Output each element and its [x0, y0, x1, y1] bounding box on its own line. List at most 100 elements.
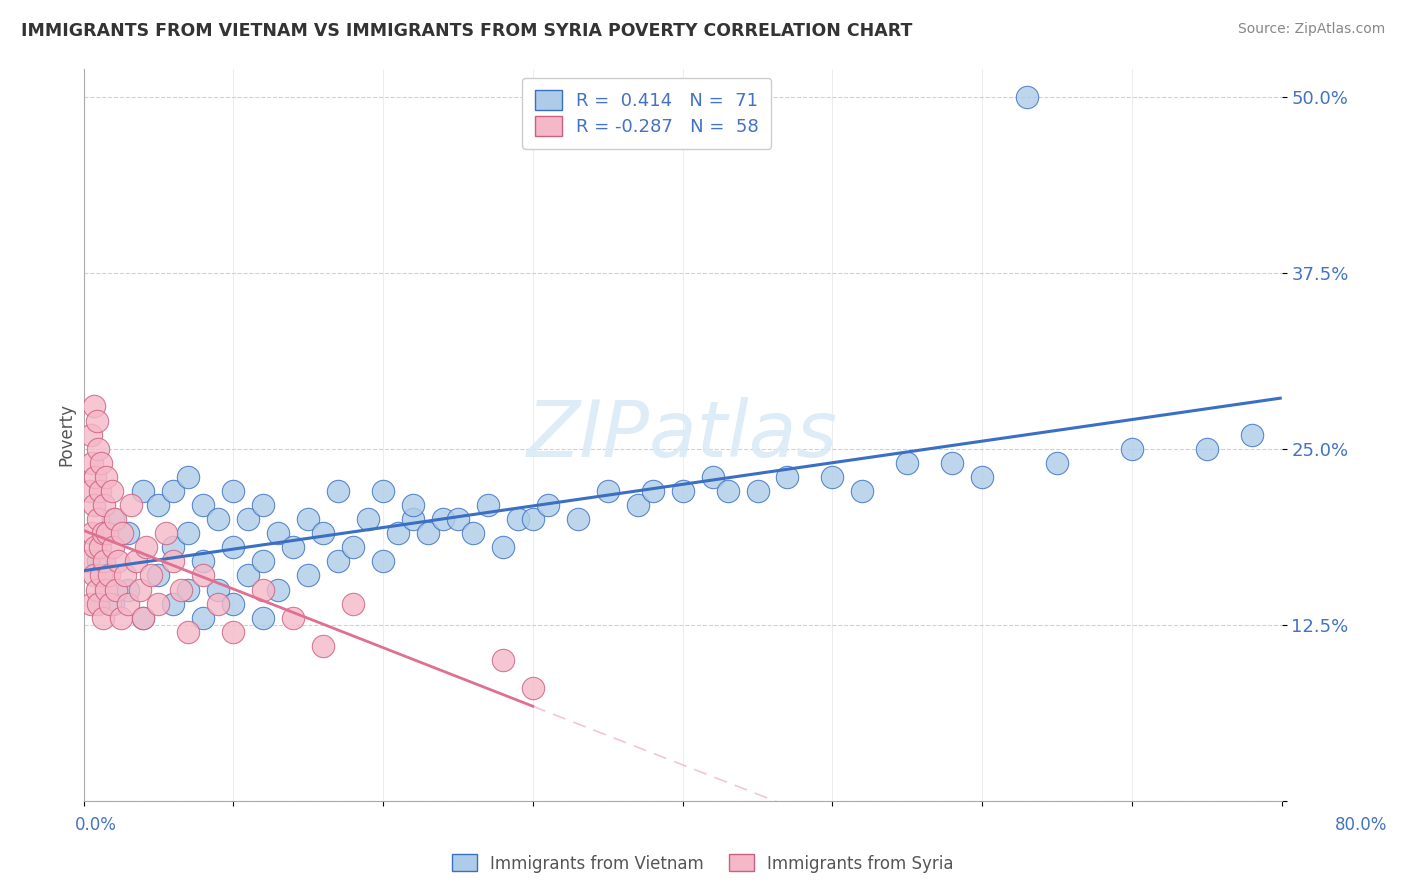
Point: [1240, 427, 1263, 442]
Point: [86, 582, 108, 597]
Point: [177, 624, 200, 639]
Point: [105, 582, 128, 597]
Point: [117, 582, 139, 597]
Point: [972, 470, 994, 484]
Point: [851, 483, 873, 498]
Point: [177, 526, 200, 541]
Point: [387, 526, 409, 541]
Point: [402, 512, 425, 526]
Point: [267, 526, 290, 541]
Point: [103, 541, 125, 555]
Point: [776, 470, 799, 484]
Point: [177, 470, 200, 484]
Point: [162, 483, 184, 498]
Point: [1121, 442, 1143, 456]
Point: [252, 498, 274, 512]
Point: [148, 597, 170, 611]
Point: [83, 568, 105, 582]
Point: [252, 611, 274, 625]
Point: [114, 568, 136, 582]
Point: [101, 483, 124, 498]
Point: [117, 597, 139, 611]
Point: [371, 554, 394, 568]
Point: [82, 526, 104, 541]
Point: [139, 568, 162, 582]
Point: [326, 483, 349, 498]
Point: [98, 568, 121, 582]
Point: [716, 483, 738, 498]
Point: [91, 611, 114, 625]
Point: [207, 597, 229, 611]
Point: [193, 568, 215, 582]
Point: [87, 512, 110, 526]
Point: [283, 611, 305, 625]
Point: [132, 611, 155, 625]
Text: ZIPatlas: ZIPatlas: [527, 397, 838, 473]
Point: [492, 541, 515, 555]
Point: [103, 597, 125, 611]
Point: [155, 526, 177, 541]
Point: [90, 456, 112, 470]
Point: [896, 456, 918, 470]
Point: [87, 554, 110, 568]
Point: [641, 483, 664, 498]
Point: [86, 413, 108, 427]
Point: [100, 597, 122, 611]
Point: [110, 611, 132, 625]
Point: [821, 470, 844, 484]
Point: [132, 611, 155, 625]
Point: [627, 498, 650, 512]
Point: [342, 541, 364, 555]
Point: [93, 554, 115, 568]
Text: IMMIGRANTS FROM VIETNAM VS IMMIGRANTS FROM SYRIA POVERTY CORRELATION CHART: IMMIGRANTS FROM VIETNAM VS IMMIGRANTS FR…: [21, 22, 912, 40]
Point: [222, 541, 245, 555]
Point: [107, 554, 129, 568]
Point: [492, 653, 515, 667]
Point: [1046, 456, 1069, 470]
Point: [567, 512, 589, 526]
Point: [312, 526, 335, 541]
Point: [193, 554, 215, 568]
Point: [129, 582, 152, 597]
Point: [193, 611, 215, 625]
Point: [162, 597, 184, 611]
Point: [79, 483, 101, 498]
Point: [94, 470, 117, 484]
Point: [416, 526, 439, 541]
Point: [222, 483, 245, 498]
Point: [522, 681, 544, 695]
Point: [447, 512, 470, 526]
Point: [461, 526, 484, 541]
Point: [1017, 89, 1039, 103]
Point: [477, 498, 499, 512]
Point: [941, 456, 963, 470]
Point: [252, 582, 274, 597]
Point: [80, 427, 103, 442]
Point: [326, 554, 349, 568]
Point: [238, 568, 260, 582]
Point: [672, 483, 695, 498]
Point: [93, 498, 115, 512]
Y-axis label: Poverty: Poverty: [58, 403, 75, 467]
Point: [170, 582, 193, 597]
Point: [596, 483, 619, 498]
Point: [222, 624, 245, 639]
Point: [1195, 442, 1218, 456]
Point: [80, 597, 103, 611]
Point: [84, 541, 107, 555]
Point: [222, 597, 245, 611]
Point: [103, 512, 125, 526]
Legend: Immigrants from Vietnam, Immigrants from Syria: Immigrants from Vietnam, Immigrants from…: [446, 847, 960, 880]
Point: [135, 541, 157, 555]
Point: [357, 512, 380, 526]
Point: [207, 582, 229, 597]
Point: [537, 498, 560, 512]
Point: [87, 597, 110, 611]
Point: [89, 541, 111, 555]
Text: 0.0%: 0.0%: [75, 816, 117, 834]
Point: [252, 554, 274, 568]
Point: [84, 470, 107, 484]
Point: [193, 498, 215, 512]
Point: [90, 568, 112, 582]
Point: [77, 554, 100, 568]
